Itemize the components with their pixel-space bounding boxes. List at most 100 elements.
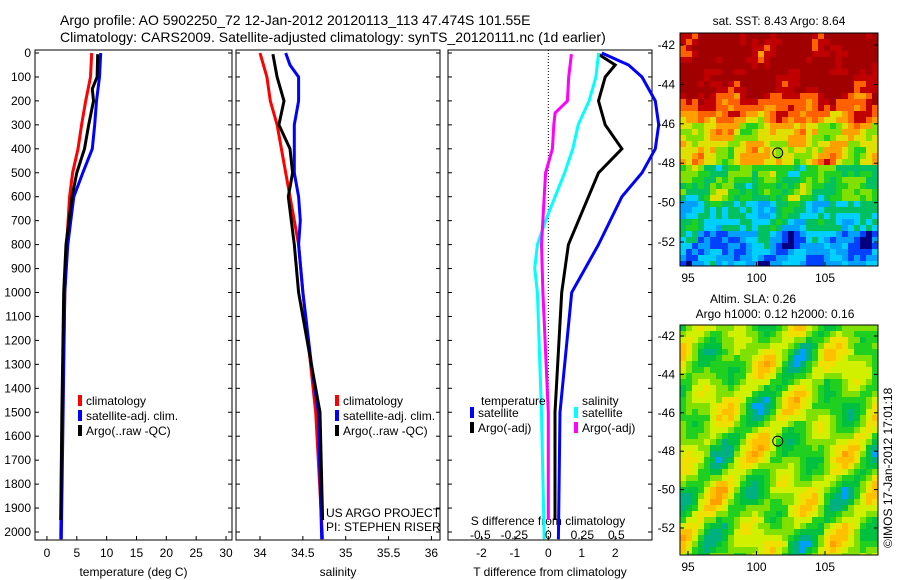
heatmap-cell xyxy=(716,213,722,219)
heatmap-cell xyxy=(776,219,782,225)
heatmap-cell xyxy=(770,445,776,451)
heatmap-cell xyxy=(800,415,806,421)
heatmap-cell xyxy=(860,123,866,129)
heatmap-cell xyxy=(698,331,704,337)
heatmap-cell xyxy=(686,87,692,93)
heatmap-cell xyxy=(782,159,788,165)
heatmap-cell xyxy=(704,409,710,415)
heatmap-cell xyxy=(740,177,746,183)
heatmap-cell xyxy=(692,213,698,219)
heatmap-cell xyxy=(698,439,704,445)
heatmap-cell xyxy=(758,451,764,457)
heatmap-cell xyxy=(782,243,788,249)
heatmap-cell xyxy=(734,511,740,517)
heatmap-cell xyxy=(782,529,788,535)
heatmap-cell xyxy=(782,33,788,39)
heatmap-cell xyxy=(770,75,776,81)
heatmap-cell xyxy=(752,147,758,153)
y-tick-label: 700 xyxy=(11,214,31,228)
heatmap-cell xyxy=(728,171,734,177)
heatmap-cell xyxy=(818,81,824,87)
y-tick-label: 1800 xyxy=(4,477,31,491)
heatmap-cell xyxy=(728,511,734,517)
heatmap-cell xyxy=(830,249,836,255)
legend-title: temperature xyxy=(481,394,546,408)
heatmap-cell xyxy=(722,463,728,469)
heatmap-cell xyxy=(686,475,692,481)
heatmap-cell xyxy=(734,469,740,475)
heatmap-cell xyxy=(686,123,692,129)
heatmap-cell xyxy=(872,213,878,219)
heatmap-cell xyxy=(806,123,812,129)
heatmap-cell xyxy=(716,487,722,493)
heatmap-cell xyxy=(872,391,878,397)
heatmap-cell xyxy=(716,75,722,81)
profile-line-t-satellite xyxy=(556,51,661,540)
heatmap-cell xyxy=(716,123,722,129)
heatmap-cell xyxy=(680,535,686,541)
heatmap-cell xyxy=(686,355,692,361)
heatmap-cell xyxy=(860,397,866,403)
heatmap-cell xyxy=(860,231,866,237)
heatmap-cell xyxy=(764,99,770,105)
heatmap-cell xyxy=(812,207,818,213)
heatmap-cell xyxy=(728,261,734,266)
heatmap-cell xyxy=(806,135,812,141)
heatmap-cell xyxy=(824,147,830,153)
heatmap-cell xyxy=(716,183,722,189)
heatmap-cell xyxy=(830,261,836,266)
heatmap-cell xyxy=(704,529,710,535)
heatmap-cell xyxy=(812,409,818,415)
heatmap-cell xyxy=(686,505,692,511)
heatmap-cell xyxy=(734,111,740,117)
heatmap-cell xyxy=(716,159,722,165)
heatmap-cell xyxy=(740,135,746,141)
map-lat-label: -42 xyxy=(658,329,676,343)
heatmap-cell xyxy=(746,93,752,99)
heatmap-cell xyxy=(800,367,806,373)
heatmap-cell xyxy=(836,183,842,189)
heatmap-cell xyxy=(692,237,698,243)
heatmap-cell xyxy=(710,427,716,433)
heatmap-cell xyxy=(704,135,710,141)
heatmap-cell xyxy=(842,439,848,445)
heatmap-cell xyxy=(842,33,848,39)
heatmap-cell xyxy=(686,177,692,183)
heatmap-cell xyxy=(764,517,770,523)
heatmap-cell xyxy=(722,385,728,391)
heatmap-cell xyxy=(788,225,794,231)
heatmap-cell xyxy=(680,409,686,415)
heatmap-cell xyxy=(710,129,716,135)
heatmap-cell xyxy=(800,57,806,63)
heatmap-cell xyxy=(680,439,686,445)
heatmap-cell xyxy=(710,451,716,457)
heatmap-cell xyxy=(806,201,812,207)
heatmap-cell xyxy=(698,481,704,487)
heatmap-cell xyxy=(698,547,704,553)
heatmap-cell xyxy=(710,481,716,487)
heatmap-cell xyxy=(860,147,866,153)
heatmap-cell xyxy=(866,403,872,409)
heatmap-cell xyxy=(764,255,770,261)
heatmap-cell xyxy=(710,147,716,153)
heatmap-cell xyxy=(782,261,788,266)
heatmap-cell xyxy=(812,511,818,517)
heatmap-cell xyxy=(836,403,842,409)
heatmap-cell xyxy=(782,337,788,343)
heatmap-cell xyxy=(680,171,686,177)
heatmap-cell xyxy=(824,51,830,57)
heatmap-cell xyxy=(680,367,686,373)
heatmap-cell xyxy=(854,87,860,93)
heatmap-cell xyxy=(842,511,848,517)
heatmap-cell xyxy=(794,427,800,433)
heatmap-cell xyxy=(866,51,872,57)
heatmap-cell xyxy=(836,445,842,451)
heatmap-cell xyxy=(854,553,860,555)
heatmap-cell xyxy=(854,123,860,129)
heatmap-cell xyxy=(722,117,728,123)
heatmap-cell xyxy=(764,505,770,511)
heatmap-cell xyxy=(824,63,830,69)
heatmap-cell xyxy=(686,379,692,385)
heatmap-cell xyxy=(812,93,818,99)
heatmap-cell xyxy=(782,433,788,439)
